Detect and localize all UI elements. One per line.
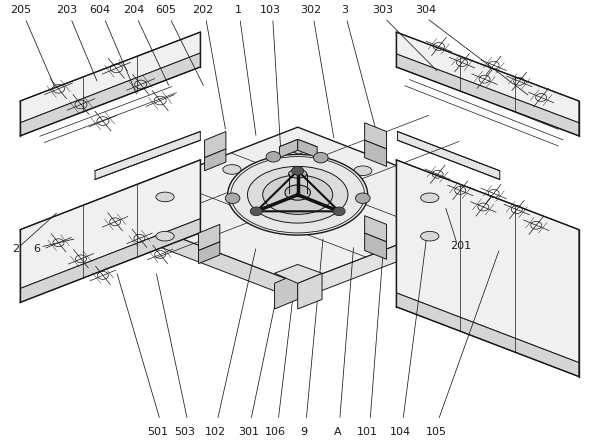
Text: 1: 1	[235, 5, 242, 15]
Polygon shape	[95, 166, 200, 214]
Circle shape	[356, 193, 370, 203]
Text: 203: 203	[56, 5, 77, 15]
Circle shape	[266, 151, 281, 162]
Polygon shape	[95, 205, 298, 300]
Ellipse shape	[263, 175, 332, 214]
Text: 105: 105	[425, 427, 447, 437]
Polygon shape	[396, 54, 579, 136]
Polygon shape	[198, 242, 220, 264]
Circle shape	[333, 207, 345, 216]
Polygon shape	[298, 273, 322, 309]
Polygon shape	[396, 32, 579, 123]
Polygon shape	[398, 166, 500, 214]
Circle shape	[250, 207, 262, 216]
Text: 106: 106	[265, 427, 286, 437]
Polygon shape	[365, 123, 387, 149]
Text: 204: 204	[123, 5, 144, 15]
Text: 102: 102	[204, 427, 226, 437]
Text: 101: 101	[357, 427, 378, 437]
Polygon shape	[20, 53, 200, 136]
Polygon shape	[298, 139, 317, 158]
Polygon shape	[20, 219, 200, 302]
Polygon shape	[204, 132, 226, 158]
Text: 604: 604	[89, 5, 110, 15]
Polygon shape	[204, 149, 226, 171]
Ellipse shape	[223, 165, 241, 174]
Text: 104: 104	[390, 427, 411, 437]
Polygon shape	[298, 205, 500, 300]
Text: 201: 201	[450, 241, 471, 251]
Text: 605: 605	[156, 5, 177, 15]
Text: 501: 501	[147, 427, 168, 437]
Ellipse shape	[248, 166, 348, 223]
Polygon shape	[95, 132, 200, 180]
Text: 6: 6	[34, 244, 41, 254]
Ellipse shape	[156, 231, 174, 241]
Text: 3: 3	[341, 5, 348, 15]
Circle shape	[292, 166, 304, 175]
Text: 503: 503	[174, 427, 195, 437]
Polygon shape	[198, 224, 220, 250]
Ellipse shape	[421, 231, 439, 241]
Ellipse shape	[421, 193, 439, 202]
Polygon shape	[365, 233, 387, 259]
Text: 9: 9	[300, 427, 307, 437]
Circle shape	[225, 193, 240, 203]
Polygon shape	[365, 216, 387, 242]
Ellipse shape	[289, 169, 307, 178]
Ellipse shape	[285, 185, 310, 200]
Polygon shape	[365, 140, 387, 166]
Polygon shape	[274, 273, 298, 309]
Text: A: A	[334, 427, 341, 437]
Polygon shape	[398, 132, 500, 180]
Ellipse shape	[354, 166, 372, 176]
Text: 304: 304	[415, 5, 436, 15]
Ellipse shape	[228, 154, 368, 235]
Circle shape	[314, 152, 328, 163]
Polygon shape	[20, 160, 200, 289]
Polygon shape	[396, 293, 579, 377]
Text: 302: 302	[301, 5, 321, 15]
Polygon shape	[20, 32, 200, 123]
Text: 303: 303	[372, 5, 393, 15]
Text: 2: 2	[12, 244, 20, 254]
Polygon shape	[279, 139, 298, 158]
Polygon shape	[95, 127, 500, 283]
Text: 301: 301	[239, 427, 259, 437]
Text: 205: 205	[10, 5, 31, 15]
Polygon shape	[396, 160, 579, 363]
Polygon shape	[279, 139, 317, 154]
Text: 202: 202	[192, 5, 214, 15]
Ellipse shape	[156, 192, 174, 202]
Text: 103: 103	[260, 5, 281, 15]
Polygon shape	[274, 264, 322, 283]
